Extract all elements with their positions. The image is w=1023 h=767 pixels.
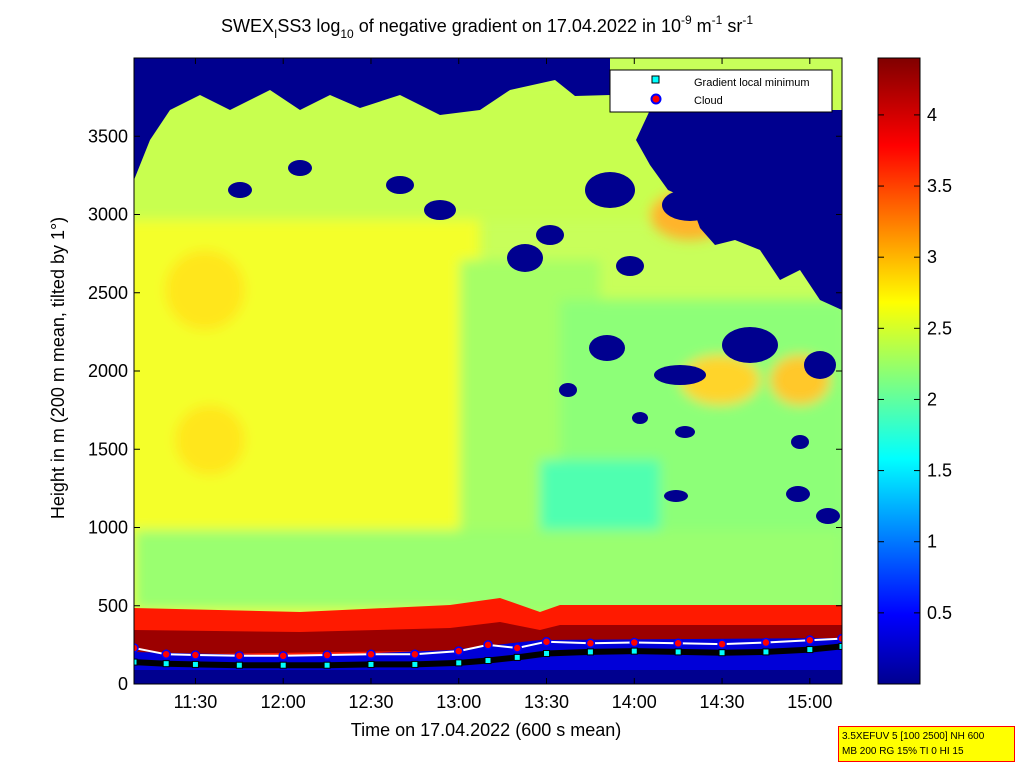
settings-info-box: 3.5XEFUV 5 [100 2500] NH 600 MB 200 RG 1… — [838, 726, 1015, 762]
colorbar-tick-label: 3 — [927, 247, 937, 267]
colorbar-tick-label: 0.5 — [927, 603, 952, 623]
y-tick-label: 0 — [118, 674, 128, 694]
gradient-minimum-point — [235, 661, 243, 669]
x-tick-label: 11:30 — [174, 692, 218, 712]
y-axis-label: Height in m (200 m mean, tilted by 1°) — [48, 217, 68, 519]
chart-title: SWEXISS3 log10 of negative gradient on 1… — [221, 13, 753, 41]
low-gradient-regions — [134, 58, 842, 524]
cloud-point — [234, 651, 245, 661]
colorbar-ticks: 0.5 1 1.5 2 2.5 3 3.5 4 — [878, 105, 952, 623]
cloud-point — [453, 646, 464, 656]
legend-box — [609, 69, 833, 113]
gradient-minimum-point — [484, 657, 492, 665]
gradient-minimum-point — [838, 642, 842, 650]
gradient-minimum-markers — [134, 642, 842, 669]
gradient-minimum-point — [323, 661, 331, 669]
y-tick-label: 1000 — [88, 518, 128, 538]
cloud-point — [541, 636, 552, 647]
y-axis: 0 500 1000 1500 2000 2500 3000 3500 — [88, 126, 842, 694]
y-tick-label: 2000 — [88, 361, 128, 381]
legend-marker-gradient-minimum — [651, 75, 660, 84]
cloud-point — [512, 643, 523, 653]
cloud-point — [761, 637, 771, 648]
gradient-minimum-point — [134, 658, 138, 666]
gradient-minimum-point — [455, 659, 463, 667]
colorbar-tick-label: 3.5 — [927, 176, 952, 196]
y-tick-label: 1500 — [88, 439, 128, 459]
legend-marker-cloud — [650, 93, 662, 105]
cloud-point — [366, 649, 376, 660]
cloud-point — [134, 643, 139, 653]
x-tick-label: 12:30 — [348, 692, 393, 712]
y-tick-label: 3500 — [88, 126, 128, 146]
gradient-minimum-point — [279, 661, 287, 669]
gradient-minimum-point — [762, 648, 770, 656]
cloud-point — [673, 638, 683, 649]
cloud-point — [837, 633, 842, 644]
gradient-minimum-point — [513, 653, 521, 661]
gradient-minimum-point — [718, 649, 726, 657]
legend-label-cloud: Cloud — [694, 95, 723, 107]
colorbar-tick-label: 1 — [927, 532, 937, 552]
cloud-markers — [134, 633, 842, 661]
y-tick-label: 3000 — [88, 205, 128, 225]
cloud-point — [161, 649, 171, 660]
x-tick-label: 13:00 — [436, 692, 481, 712]
x-tick-label: 14:00 — [612, 692, 657, 712]
gradient-minimum-point — [191, 660, 199, 668]
gradient-minimum-point — [674, 648, 682, 656]
x-axis: 11:30 12:00 12:30 13:00 13:30 14:00 14:30 15:00 — [174, 58, 832, 712]
legend-label-gradient-minimum: Gradient local minimum — [694, 77, 810, 89]
cloud-point — [717, 639, 727, 649]
colorbar-tick-label: 4 — [927, 105, 937, 125]
x-tick-label: 13:30 — [524, 692, 569, 712]
gradient-minimum-point — [543, 649, 551, 657]
colorbar-tick-label: 2 — [927, 389, 937, 409]
legend: Gradient local minimum Cloud — [609, 69, 833, 113]
gradient-minimum-point — [162, 660, 170, 668]
x-tick-label: 14:30 — [700, 692, 745, 712]
cloud-point — [410, 649, 420, 660]
gradient-minimum-point — [367, 660, 375, 668]
cloud-point — [190, 650, 201, 660]
gradient-minimum-point — [411, 660, 419, 668]
settings-line-1: 3.5XEFUV 5 [100 2500] NH 600 — [842, 731, 985, 742]
cloud-point — [629, 637, 640, 648]
x-axis-label: Time on 17.04.2022 (600 s mean) — [351, 720, 622, 740]
heatmap-plot-area — [134, 58, 842, 684]
settings-line-2: MB 200 RG 15% TI 0 HI 15 — [842, 746, 964, 757]
colorbar-tick-label: 2.5 — [927, 318, 952, 338]
cloud-point — [585, 638, 596, 649]
colorbar-tick-label: 1.5 — [927, 461, 952, 481]
gradient-minimum-point — [630, 647, 638, 655]
cloud-point — [483, 640, 493, 650]
colorbar — [877, 57, 921, 685]
x-tick-label: 15:00 — [787, 692, 832, 712]
gradient-minimum-point — [586, 648, 594, 656]
cloud-point — [322, 650, 332, 660]
y-tick-label: 2500 — [88, 283, 128, 303]
cloud-point — [278, 651, 288, 661]
gradient-minimum-point — [806, 646, 814, 654]
cloud-point — [805, 635, 815, 645]
y-tick-label: 500 — [98, 596, 128, 616]
x-tick-label: 12:00 — [261, 692, 306, 712]
